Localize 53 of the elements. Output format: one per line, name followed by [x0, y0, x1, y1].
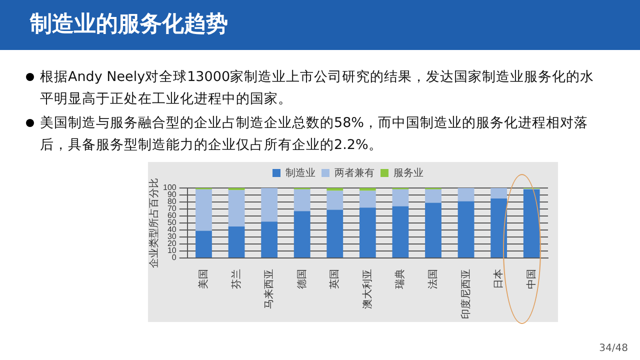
bar [392, 206, 409, 258]
y-tick-label: 60 [167, 211, 177, 220]
bar [359, 208, 376, 258]
y-tick-label: 40 [167, 225, 177, 234]
bar [326, 210, 344, 258]
bar [490, 198, 508, 258]
bar [196, 189, 212, 231]
y-tick-label: 30 [167, 232, 177, 242]
x-tick-label: 日本 [492, 269, 505, 289]
y-tick-label: 70 [167, 204, 177, 214]
chart-title: 制造业的服务化趋势 [0, 0, 640, 50]
y-tick-label: 50 [167, 218, 177, 228]
x-tick-label: 中国 [525, 269, 538, 289]
y-tick-label: 90 [167, 190, 177, 200]
bar [359, 188, 376, 191]
x-tick-label: 法国 [426, 269, 439, 289]
bar [458, 188, 474, 202]
text: 34/48 [599, 343, 628, 354]
x-tick-label: 芬兰 [230, 269, 242, 289]
bar [294, 189, 310, 212]
text: 根据Andy Neely对全球13000家制造业上市公司研究的结果，发达国家制造业服务化的水平明显高于正处在工业化进程中的国家。 [40, 68, 596, 109]
bar [359, 190, 376, 208]
x-tick-label: 印度尼西亚 [460, 269, 472, 319]
x-tick-label: 瑞典 [394, 269, 406, 289]
x-tick-label: 马来西亚 [263, 269, 276, 309]
bar [261, 222, 278, 258]
legend-label: 两者兼有 [334, 166, 374, 179]
bar [458, 201, 474, 258]
bar [228, 190, 245, 226]
y-tick-label: 0 [172, 253, 177, 262]
y-tick-label: 10 [167, 246, 177, 256]
y-tick-label: 80 [167, 197, 177, 206]
legend-label: 服务业 [394, 166, 424, 179]
legend-label: 制造业 [286, 166, 316, 179]
bar [228, 226, 245, 258]
x-tick-label: 英国 [328, 269, 341, 289]
y-tick-label: 100 [162, 183, 177, 192]
bar [196, 230, 212, 258]
x-tick-label: 澳大利亚 [361, 269, 374, 309]
x-tick-label: 美国 [197, 269, 210, 289]
x-tick-label: 德国 [296, 269, 308, 289]
bar [523, 189, 540, 258]
bar [326, 190, 344, 210]
bar [392, 189, 409, 206]
bar [490, 188, 508, 198]
bar [425, 189, 442, 203]
bar [425, 202, 442, 258]
bar [326, 188, 344, 191]
bar [294, 211, 310, 258]
bar [261, 188, 278, 222]
y-tick-label: 20 [167, 239, 177, 248]
y-axis-title: 企业类型所占百分比 [148, 178, 160, 268]
text: 美国制造与服务融合型的企业占制造企业总数的58%，而中国制造业的服务化进程相对落后，具备服务型制造能力的企业仅占所有企业的2.2%。 [40, 114, 590, 155]
